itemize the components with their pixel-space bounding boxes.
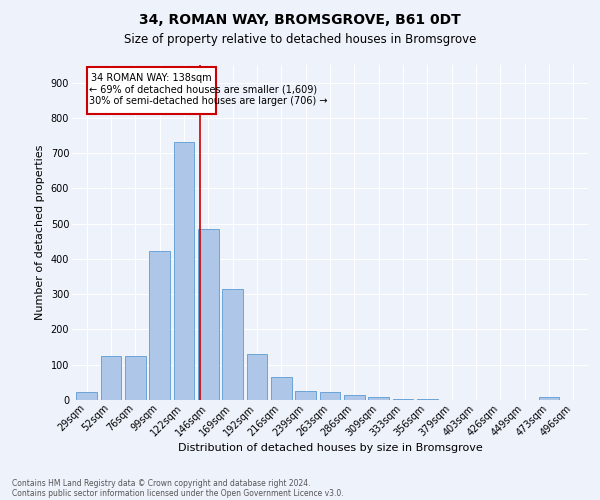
Bar	[101, 356, 121, 400]
Text: 34, ROMAN WAY, BROMSGROVE, B61 0DT: 34, ROMAN WAY, BROMSGROVE, B61 0DT	[139, 12, 461, 26]
Bar	[125, 356, 146, 400]
Bar	[271, 377, 292, 400]
Bar	[344, 395, 365, 400]
Bar	[76, 392, 97, 400]
Bar	[149, 251, 170, 400]
Text: Contains public sector information licensed under the Open Government Licence v3: Contains public sector information licen…	[12, 488, 344, 498]
Text: 30% of semi-detached houses are larger (706) →: 30% of semi-detached houses are larger (…	[89, 96, 328, 106]
Bar	[320, 392, 340, 400]
Bar	[222, 289, 243, 400]
Text: Size of property relative to detached houses in Bromsgrove: Size of property relative to detached ho…	[124, 32, 476, 46]
Bar	[198, 229, 218, 400]
Text: 34 ROMAN WAY: 138sqm: 34 ROMAN WAY: 138sqm	[91, 73, 211, 83]
Bar	[368, 397, 389, 400]
Bar	[173, 142, 194, 400]
Bar	[295, 391, 316, 400]
Bar	[86, 67, 215, 114]
Bar	[247, 354, 268, 400]
Text: ← 69% of detached houses are smaller (1,609): ← 69% of detached houses are smaller (1,…	[89, 84, 317, 94]
Bar	[539, 397, 559, 400]
Bar	[392, 399, 413, 400]
Y-axis label: Number of detached properties: Number of detached properties	[35, 145, 45, 320]
X-axis label: Distribution of detached houses by size in Bromsgrove: Distribution of detached houses by size …	[178, 443, 482, 453]
Text: Contains HM Land Registry data © Crown copyright and database right 2024.: Contains HM Land Registry data © Crown c…	[12, 478, 311, 488]
